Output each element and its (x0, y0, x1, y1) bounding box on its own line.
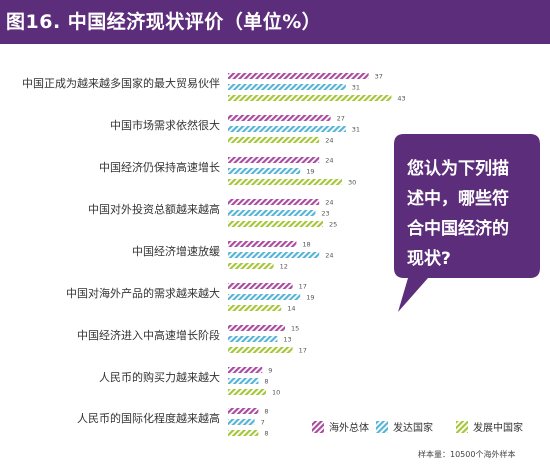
bar (228, 73, 369, 79)
category-label: 中国经济进入中高速增长阶段 (77, 328, 220, 342)
bar (228, 367, 263, 373)
value-label: 24 (325, 157, 333, 165)
value-label: 13 (283, 336, 291, 344)
value-label: 17 (299, 283, 307, 291)
bubble-line-4: 现状? (407, 248, 451, 269)
legend-swatch (312, 421, 324, 433)
bar (228, 241, 297, 247)
bar (228, 389, 266, 395)
bar (228, 252, 320, 258)
bar (228, 283, 293, 289)
value-label: 8 (264, 430, 268, 438)
bar (228, 84, 346, 90)
bar (228, 378, 259, 384)
value-label: 18 (302, 241, 310, 249)
category-label: 中国市场需求依然很大 (110, 118, 220, 132)
value-label: 19 (306, 294, 314, 302)
bubble-line-1: 您认为下列描 (407, 158, 509, 179)
legend-label: 发展中国家 (473, 421, 523, 434)
bubble-line-2: 述中，哪些符 (407, 188, 509, 209)
question-bubble: 您认为下列描 述中，哪些符 合中国经济的 现状? (394, 134, 540, 312)
bars-layer (228, 73, 392, 436)
value-label: 37 (375, 73, 383, 81)
value-label: 24 (325, 199, 333, 207)
category-label: 人民币的国际化程度越来越高 (77, 411, 220, 425)
legend: 海外总体 发达国家 发展中国家 (312, 421, 523, 434)
value-label: 30 (348, 179, 356, 187)
title-bar: 图16. 中国经济现状评价（单位%） (0, 0, 550, 44)
bar (228, 408, 259, 414)
value-label: 8 (264, 378, 268, 386)
bar (228, 336, 278, 342)
labels-layer: 中国正成为越来越多国家的最大贸易伙伴 37 31 43 中国市场需求依然很大 27 31 24… (22, 73, 406, 438)
legend-label: 发达国家 (393, 421, 433, 434)
bar (228, 115, 331, 121)
value-label: 31 (352, 84, 360, 92)
bar (228, 347, 293, 353)
category-label: 中国正成为越来越多国家的最大贸易伙伴 (22, 76, 220, 90)
bar (228, 157, 320, 163)
value-label: 17 (299, 347, 307, 355)
bubble-shape (394, 134, 540, 312)
bar (228, 430, 259, 436)
legend-swatch (376, 421, 388, 433)
value-label: 8 (264, 408, 268, 416)
legend-label: 海外总体 (329, 421, 369, 434)
bar (228, 179, 342, 185)
value-label: 12 (280, 263, 288, 271)
value-label: 24 (325, 137, 333, 145)
category-label: 中国经济仍保持高速增长 (99, 160, 220, 174)
value-label: 19 (306, 168, 314, 176)
bar (228, 199, 320, 205)
value-label: 25 (329, 221, 337, 229)
chart-title: 图16. 中国经济现状评价（单位%） (6, 11, 322, 33)
value-label: 43 (397, 95, 405, 103)
legend-swatch (456, 421, 468, 433)
bar (228, 221, 323, 227)
bar (228, 210, 316, 216)
value-label: 15 (291, 325, 299, 333)
bar (228, 419, 255, 425)
category-label: 中国经济增速放缓 (132, 244, 220, 258)
bar (228, 137, 320, 143)
category-label: 中国对外投资总额越来越高 (88, 202, 220, 216)
bar (228, 168, 301, 174)
bar (228, 325, 285, 331)
bar (228, 126, 346, 132)
category-label: 中国对海外产品的需求越来越大 (66, 286, 220, 300)
category-label: 人民币的购买力越来越大 (99, 370, 220, 384)
bubble-line-3: 合中国经济的 (407, 218, 509, 239)
value-label: 23 (321, 210, 329, 218)
bar (228, 294, 301, 300)
value-label: 27 (337, 115, 345, 123)
value-label: 31 (352, 126, 360, 134)
value-label: 10 (272, 389, 280, 397)
value-label: 9 (268, 367, 272, 375)
bar (228, 305, 282, 311)
value-label: 7 (261, 419, 265, 427)
bar (228, 263, 274, 269)
bar (228, 95, 392, 101)
value-label: 24 (325, 252, 333, 260)
value-label: 14 (287, 305, 295, 313)
sample-note: 样本量：10500个海外样本 (418, 449, 515, 459)
